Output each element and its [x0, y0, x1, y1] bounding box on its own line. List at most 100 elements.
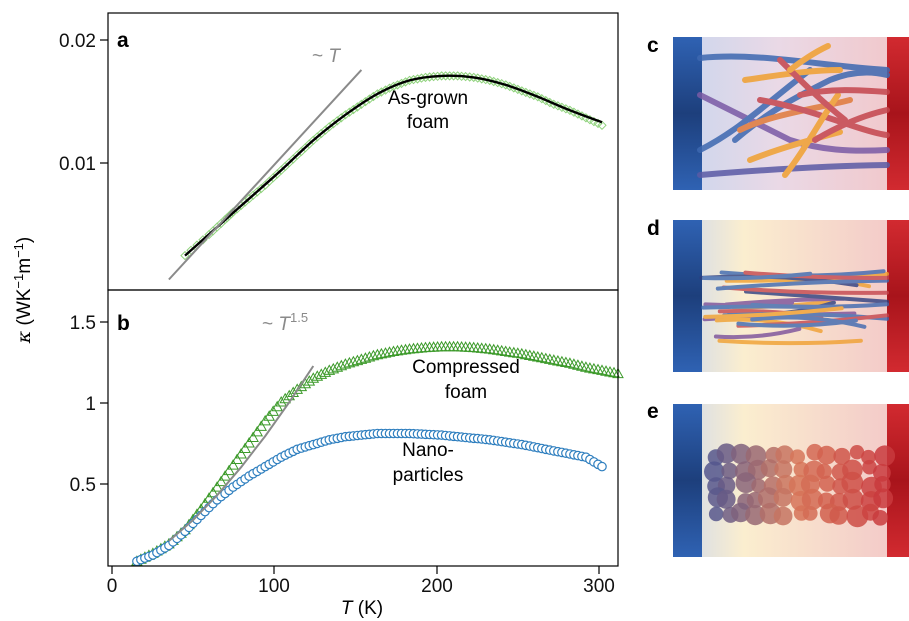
data-point	[556, 355, 568, 367]
data-point	[247, 431, 259, 442]
particle	[716, 443, 737, 464]
data-point	[311, 370, 324, 381]
particle	[829, 506, 848, 525]
data-point	[347, 355, 360, 367]
particle	[817, 445, 836, 465]
particle	[790, 449, 805, 465]
y-tick-label-a-0.02: 0.02	[59, 31, 96, 52]
x-axis: 0 100 200 300	[107, 566, 615, 597]
particle	[862, 459, 877, 475]
particle	[873, 488, 894, 509]
data-point	[452, 71, 463, 81]
data-point	[315, 368, 328, 379]
data-point	[323, 364, 336, 375]
x-tick-label-200: 200	[421, 576, 453, 597]
data-point	[487, 343, 500, 355]
data-point	[507, 346, 520, 358]
particle	[774, 460, 793, 479]
data-point	[235, 447, 247, 459]
data-point	[331, 361, 344, 372]
data-point	[339, 358, 352, 369]
y-tick-label-b-1: 1	[85, 394, 96, 415]
particle	[816, 463, 832, 479]
data-point	[495, 344, 508, 356]
schematic-d: d	[647, 217, 909, 372]
particle	[800, 474, 821, 494]
data-point	[355, 353, 368, 364]
data-point	[597, 461, 607, 472]
data-point	[207, 486, 219, 498]
fiber	[701, 304, 825, 310]
trend-label-T15: ~ T1.5	[262, 310, 308, 335]
data-point	[363, 350, 376, 362]
particle	[874, 476, 891, 493]
data-point	[436, 71, 447, 81]
panel-letter-e: e	[647, 400, 659, 423]
data-point	[327, 362, 340, 374]
data-point	[219, 470, 231, 481]
particle	[849, 445, 865, 460]
particle	[833, 447, 851, 465]
data-point	[483, 343, 496, 354]
data-point	[319, 366, 332, 377]
particle	[801, 488, 824, 510]
data-point	[399, 343, 412, 355]
kappa-vs-temperature-chart: 0.02 0.01 1.5 1 0.5 0 100 200 300 T (K) …	[11, 12, 624, 619]
y-axis-label: κ (WK−1m−1)	[11, 237, 35, 345]
particle	[704, 461, 725, 482]
panel-letter-a: a	[117, 29, 129, 52]
data-point	[597, 120, 607, 131]
trend-label-T: ~ T	[312, 46, 341, 67]
data-point	[359, 352, 372, 363]
data-point	[387, 345, 400, 356]
schematic-d-cold-contact	[673, 220, 702, 372]
data-point	[291, 383, 304, 394]
schematic-d-fibers	[699, 269, 889, 346]
schematic-d-hot-contact	[887, 220, 909, 372]
panel-letter-d: d	[647, 217, 660, 240]
fiber	[703, 306, 844, 319]
panel-letter-c: c	[647, 34, 659, 57]
data-point	[307, 372, 320, 383]
particle	[841, 471, 864, 494]
particle	[819, 475, 836, 492]
particle	[745, 504, 766, 526]
fiber	[743, 270, 889, 280]
data-point	[283, 389, 296, 401]
data-point	[391, 344, 404, 356]
series-line-trend	[168, 365, 315, 542]
panel-a-plot-area	[168, 69, 607, 281]
data-point	[375, 347, 388, 359]
data-point	[499, 345, 512, 356]
schematic-c-fibers	[697, 43, 890, 178]
particle	[760, 459, 779, 478]
y-tick-label-a-0.01: 0.01	[59, 154, 96, 175]
data-point	[511, 347, 524, 358]
panel-b-y-axis: 1.5 1 0.5	[70, 313, 108, 496]
particle	[773, 506, 793, 526]
particle	[775, 445, 794, 465]
panel-a-frame	[107, 12, 619, 291]
particle	[721, 462, 738, 480]
schematic-c-hot-contact	[887, 37, 909, 190]
panel-b-frame	[107, 289, 619, 567]
fiber	[702, 271, 813, 281]
schematic-e-cold-contact	[673, 404, 702, 557]
panel-letter-b: b	[117, 312, 130, 335]
fiber	[721, 285, 889, 295]
panel-a-y-axis: 0.02 0.01	[59, 31, 108, 175]
data-point	[243, 436, 255, 448]
fiber	[713, 326, 802, 340]
fiber	[714, 317, 823, 334]
data-point	[279, 392, 292, 404]
data-point	[211, 481, 223, 492]
y-tick-label-b-0.5: 0.5	[70, 475, 96, 496]
particle	[773, 488, 793, 507]
particle	[842, 488, 864, 510]
data-point	[343, 356, 356, 368]
schematic-c: c	[647, 34, 909, 190]
data-point	[379, 347, 392, 358]
fiber	[782, 92, 841, 178]
data-point	[223, 464, 235, 476]
